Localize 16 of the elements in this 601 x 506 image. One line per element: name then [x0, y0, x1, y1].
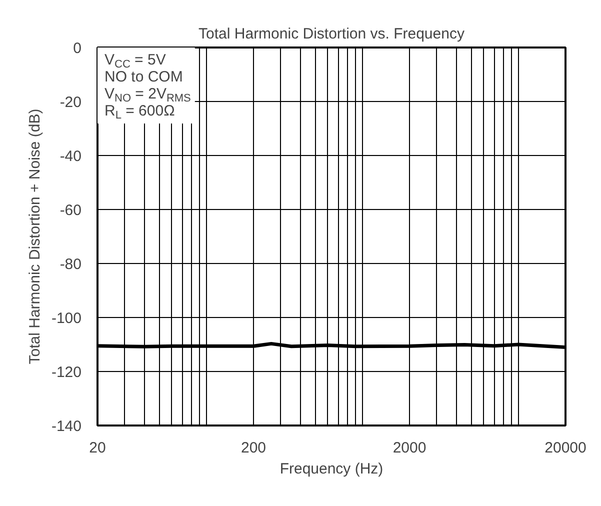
y-tick-label: 0: [73, 40, 82, 57]
x-tick-label: 200: [240, 440, 266, 456]
y-tick-label: -60: [60, 202, 82, 219]
chart-title: Total Harmonic Distortion vs. Frequency: [198, 26, 465, 42]
x-tick-label: 20: [89, 440, 106, 456]
y-tick-label: -120: [51, 364, 82, 381]
y-tick-label: -80: [60, 256, 82, 273]
annotation: NO to COM: [104, 68, 183, 86]
y-axis-title: Total Harmonic Distortion + Noise (dB): [26, 108, 44, 364]
y-tick-label: -140: [51, 418, 82, 435]
y-tick-label: -40: [60, 148, 82, 165]
x-tick-label: 20000: [544, 440, 586, 456]
x-tick-label: 2000: [392, 440, 426, 456]
x-axis-title: Frequency (Hz): [280, 460, 384, 478]
y-tick-label: -20: [60, 94, 82, 111]
y-tick-label: -100: [51, 310, 82, 327]
